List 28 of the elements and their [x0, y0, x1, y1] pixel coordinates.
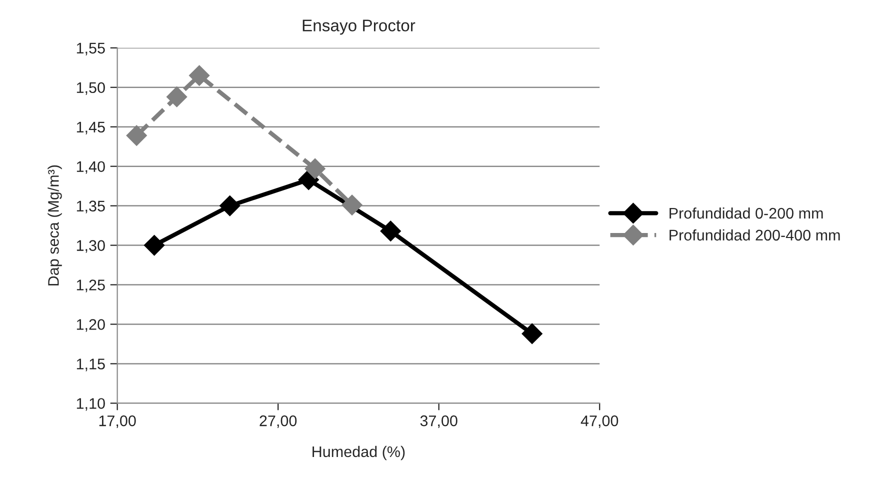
chart-title: Ensayo Proctor: [302, 20, 416, 35]
y-tick-label: 1,30: [76, 240, 105, 253]
y-tick-label: 1,25: [76, 280, 105, 292]
point: [144, 234, 165, 256]
x-tick-label: 37,00: [420, 415, 458, 428]
point: [522, 323, 542, 344]
y-tick-label: 1,10: [76, 398, 105, 411]
y-tick-label: 1,15: [76, 358, 105, 372]
y-tick-label: 1,40: [76, 161, 105, 174]
y-axis-title: Dap seca (Mg/m³): [48, 165, 62, 286]
y-tick-label: 1,20: [76, 319, 105, 332]
legend-label: Profundidad 200-400 mm: [670, 229, 840, 241]
x-tick-label: 47,00: [580, 415, 618, 428]
point: [126, 125, 147, 146]
point: [342, 194, 362, 216]
x-tick-label: 27,00: [260, 415, 297, 428]
x-tick-label: 17,00: [99, 415, 136, 428]
point: [166, 86, 188, 108]
y-tick-label: 1,45: [76, 122, 105, 134]
point: [304, 158, 326, 180]
legend-label: Profundidad 0-200 mm: [670, 207, 823, 219]
point: [220, 195, 240, 216]
point: [380, 220, 401, 242]
y-tick-label: 1,55: [76, 42, 105, 56]
y-tick-label: 1,50: [76, 82, 105, 95]
y-tick-label: 1,35: [76, 200, 105, 214]
x-axis-title: Humedad (%): [312, 446, 405, 460]
point: [188, 65, 210, 86]
